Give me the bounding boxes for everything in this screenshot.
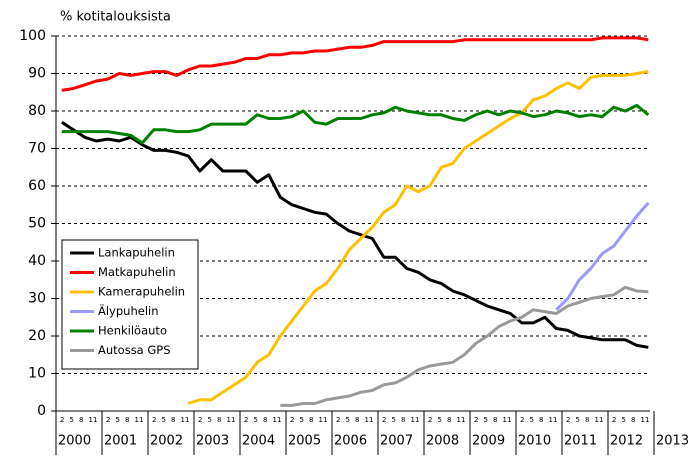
month-label: 2: [152, 416, 156, 424]
month-label: 5: [438, 416, 442, 424]
month-label: 5: [116, 416, 120, 424]
month-label: 2: [336, 416, 340, 424]
y-tick-label: 40: [28, 253, 46, 269]
month-label: 2: [106, 416, 110, 424]
month-label: 8: [79, 416, 83, 424]
series-line: [61, 103, 650, 145]
y-tick-label: 60: [28, 178, 46, 194]
series-line: [61, 36, 649, 92]
month-label: 5: [622, 416, 626, 424]
month-label: 8: [125, 416, 129, 424]
x-tick-label: 2002: [150, 434, 183, 449]
month-label: 8: [217, 416, 221, 424]
x-tick-label: 2006: [334, 434, 367, 449]
month-label: 5: [530, 416, 534, 424]
legend-box: [61, 239, 199, 370]
x-tick-label: 2008: [426, 434, 459, 449]
x-tick-label: 2007: [380, 434, 413, 449]
x-tick-label: 2000: [58, 434, 91, 449]
month-label: 5: [254, 416, 258, 424]
month-label: 5: [208, 416, 212, 424]
month-label: 2: [428, 416, 432, 424]
y-tick-label: 30: [28, 291, 46, 307]
month-label: 2: [474, 416, 478, 424]
month-label: 11: [181, 416, 190, 424]
month-label: 5: [484, 416, 488, 424]
x-tick-label: 2004: [242, 434, 275, 449]
month-label: 11: [135, 416, 144, 424]
month-label: 8: [585, 416, 589, 424]
y-tick-label: 10: [28, 366, 46, 382]
month-label: 8: [263, 416, 267, 424]
month-label: 11: [457, 416, 466, 424]
month-label: 11: [319, 416, 328, 424]
month-label: 2: [198, 416, 202, 424]
x-tick-label: 2009: [472, 434, 505, 449]
legend-label: Lankapuhelin: [98, 246, 175, 260]
month-label: 2: [290, 416, 294, 424]
legend-label: Autossa GPS: [98, 343, 171, 357]
legend-label: Henkilöauto: [98, 324, 167, 338]
month-label: 2: [612, 416, 616, 424]
x-tick-label: 2005: [288, 434, 321, 449]
month-label: 5: [392, 416, 396, 424]
series-line: [555, 201, 650, 311]
month-label: 5: [346, 416, 350, 424]
y-tick-label: 70: [28, 141, 46, 157]
month-label: 8: [171, 416, 175, 424]
y-tick-label: 0: [37, 403, 46, 419]
month-label: 8: [401, 416, 405, 424]
month-label: 11: [503, 416, 512, 424]
legend-label: Matkapuhelin: [98, 265, 176, 279]
month-label: 8: [309, 416, 313, 424]
month-label: 2: [566, 416, 570, 424]
series-line: [60, 121, 649, 349]
month-label: 5: [576, 416, 580, 424]
y-tick-label: 80: [28, 103, 46, 119]
x-tick-label: 2012: [610, 434, 643, 449]
month-label: 11: [227, 416, 236, 424]
month-label: 8: [539, 416, 543, 424]
x-tick-label: 2003: [196, 434, 229, 449]
month-label: 11: [411, 416, 420, 424]
x-tick-label: 2013: [656, 434, 688, 449]
month-label: 8: [631, 416, 635, 424]
month-label: 11: [549, 416, 558, 424]
series-line: [280, 285, 649, 407]
series-line: [187, 70, 649, 405]
month-label: 5: [300, 416, 304, 424]
month-label: 2: [382, 416, 386, 424]
x-tick-label: 2001: [104, 434, 137, 449]
y-tick-label: 100: [19, 28, 46, 44]
month-label: 2: [244, 416, 248, 424]
month-label: 11: [365, 416, 374, 424]
month-label: 2: [520, 416, 524, 424]
month-label: 11: [273, 416, 282, 424]
x-tick-label: 2011: [564, 434, 597, 449]
month-label: 8: [447, 416, 451, 424]
y-axis-label: % kotitalouksista: [60, 10, 171, 25]
x-tick-label: 2010: [518, 434, 551, 449]
month-label: 8: [493, 416, 497, 424]
month-label: 11: [641, 416, 650, 424]
y-tick-label: 90: [28, 66, 46, 82]
month-label: 8: [355, 416, 359, 424]
month-label: 2: [60, 416, 64, 424]
legend-label: Älypuhelin: [98, 303, 159, 318]
y-tick-label: 20: [28, 328, 46, 344]
month-label: 5: [162, 416, 166, 424]
y-tick-label: 50: [28, 216, 46, 232]
month-label: 5: [70, 416, 74, 424]
legend-label: Kamerapuhelin: [98, 285, 185, 299]
month-label: 11: [89, 416, 98, 424]
month-label: 11: [595, 416, 604, 424]
